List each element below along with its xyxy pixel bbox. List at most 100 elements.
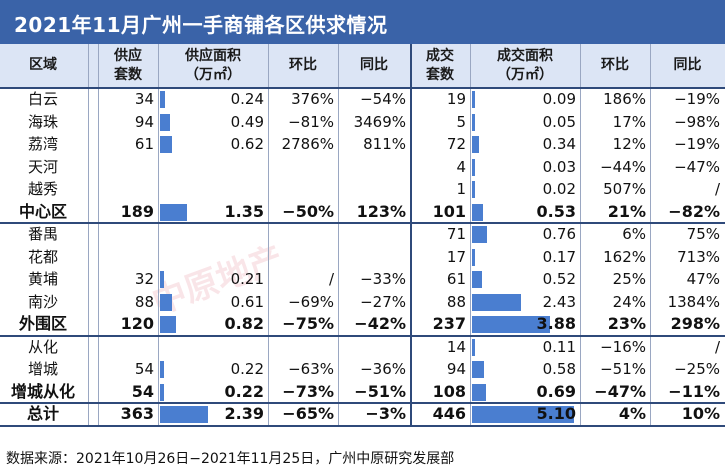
deal-units: 72 (446, 135, 466, 153)
subtotal-row: 中心区 189 1.35 −50% 123% 101 0.53 21% −82% (0, 200, 725, 223)
deal-units: 14 (446, 337, 466, 356)
row-divider (0, 87, 725, 89)
supply-yoy (338, 156, 406, 178)
district-name: 外围区 (18, 314, 67, 333)
header-deal-units-1: 成交 (426, 48, 454, 64)
supply-yoy: −27% (360, 292, 406, 311)
supply-area: 1.35 (224, 201, 264, 221)
deal-mom: 507% (603, 180, 646, 198)
supply-yoy: −54% (360, 90, 406, 108)
deal-units: 5 (456, 112, 466, 131)
column-divider (650, 44, 651, 426)
supply-area (160, 246, 264, 268)
supply-area-bar (160, 271, 165, 288)
header-supply-units-1: 供应 (114, 48, 142, 64)
supply-units (98, 246, 154, 268)
supply-area: 0.82 (224, 314, 264, 333)
district-name: 海珠 (27, 112, 58, 131)
deal-area: 0.76 (542, 225, 576, 243)
supply-units (98, 223, 154, 245)
supply-mom: 2786% (281, 135, 334, 153)
deal-mom: 186% (603, 90, 646, 108)
table-title: 2021年11月广州一手商铺各区供求情况 (14, 13, 388, 37)
deal-mom: −47% (594, 381, 646, 401)
supply-yoy: −42% (354, 314, 406, 333)
deal-units: 61 (446, 270, 466, 288)
supply-units (98, 336, 154, 358)
district-name: 从化 (27, 337, 58, 356)
header-district: 区域 (29, 57, 57, 73)
district-name: 中心区 (18, 201, 67, 221)
deal-units: 446 (432, 404, 466, 423)
supply-units: 88 (134, 292, 154, 311)
supply-mom: −81% (288, 112, 334, 131)
supply-mom (268, 336, 334, 358)
supply-mom: −75% (282, 314, 334, 333)
supply-area-bar (160, 406, 208, 423)
deal-yoy: 75% (686, 225, 720, 243)
deal-mom: −44% (600, 157, 646, 176)
supply-units: 120 (120, 314, 154, 333)
deal-area-bar (472, 271, 483, 288)
deal-area: 0.52 (542, 270, 576, 288)
deal-area: 0.05 (542, 112, 576, 131)
deal-yoy: −82% (668, 201, 720, 221)
supply-mom: / (328, 270, 334, 288)
deal-area-bar (472, 226, 488, 243)
deal-area-bar (472, 91, 475, 108)
deal-units: 108 (432, 381, 466, 401)
supply-area-bar (160, 316, 177, 333)
supply-yoy (338, 246, 406, 268)
deal-area: 0.09 (542, 90, 576, 108)
supply-area (160, 223, 264, 245)
deal-mom: 162% (603, 247, 646, 266)
supply-yoy: −3% (365, 404, 406, 423)
header-supply-yoy: 同比 (360, 57, 388, 73)
supply-units: 54 (131, 381, 154, 401)
deal-units: 94 (446, 360, 466, 378)
supply-area: 0.22 (224, 381, 264, 401)
supply-mom (268, 246, 334, 268)
supply-mom: −50% (282, 201, 334, 221)
deal-area: 0.34 (542, 135, 576, 153)
column-divider (88, 44, 89, 426)
supply-area: 0.61 (230, 292, 264, 311)
deal-mom: 21% (607, 201, 646, 221)
district-name: 花都 (27, 247, 58, 266)
supply-yoy: −33% (360, 270, 406, 288)
supply-mom (268, 156, 334, 178)
deal-mom: 4% (618, 404, 646, 423)
deal-yoy: 47% (686, 270, 720, 288)
supply-yoy (338, 178, 406, 200)
district-name: 白云 (27, 90, 58, 108)
table-row: 荔湾 61 0.62 2786% 811% 72 0.34 12% −19% (0, 133, 725, 156)
supply-area-bar (160, 203, 187, 221)
supply-mom: −65% (282, 404, 334, 423)
deal-mom: 24% (612, 292, 646, 311)
supply-units: 189 (120, 201, 154, 221)
district-name: 总计 (26, 404, 59, 423)
deal-area-bar (472, 316, 550, 333)
deal-area-bar (472, 383, 486, 401)
table-row: 越秀 1 0.02 507% / (0, 178, 725, 201)
deal-mom: −16% (600, 337, 646, 356)
table-row: 花都 17 0.17 162% 713% (0, 246, 725, 269)
deal-mom: 17% (612, 112, 646, 131)
deal-units: 101 (432, 201, 466, 221)
deal-area: 3.88 (536, 314, 576, 333)
deal-units: 19 (446, 90, 466, 108)
supply-yoy: −36% (360, 360, 406, 378)
supply-mom: −73% (282, 381, 334, 401)
header-supply-units-2: 套数 (114, 67, 142, 83)
supply-units: 54 (134, 360, 154, 378)
supply-yoy (338, 223, 406, 245)
title-bar: 2021年11月广州一手商铺各区供求情况 (0, 0, 725, 44)
supply-area-bar (160, 383, 165, 401)
deal-area: 0.11 (542, 337, 576, 356)
supply-units: 94 (134, 112, 154, 131)
table-row: 增城 54 0.22 −63% −36% 94 0.58 −51% −25% (0, 358, 725, 381)
table-row: 海珠 94 0.49 −81% 3469% 5 0.05 17% −98% (0, 111, 725, 134)
deal-area-bar (472, 248, 476, 266)
deal-area-bar (472, 181, 475, 198)
